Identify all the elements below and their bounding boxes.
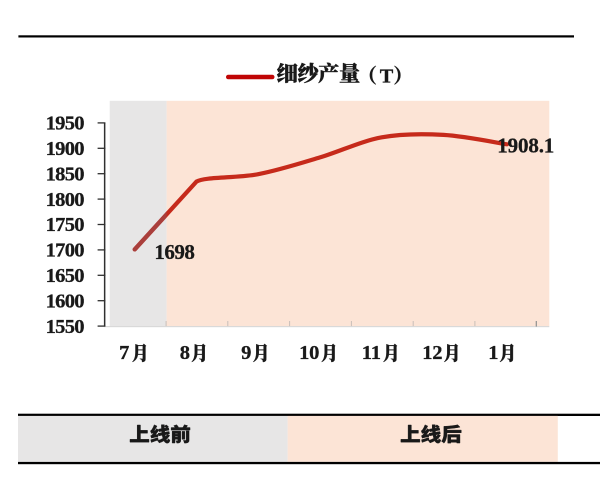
svg-text:1900: 1900 bbox=[46, 138, 85, 160]
svg-text:8: 8 bbox=[180, 342, 190, 364]
svg-text:1908.1: 1908.1 bbox=[497, 134, 554, 158]
svg-text:9: 9 bbox=[241, 342, 251, 364]
svg-text:1800: 1800 bbox=[46, 189, 85, 211]
svg-text:11: 11 bbox=[362, 342, 381, 364]
svg-text:T: T bbox=[380, 66, 394, 88]
svg-text:1950: 1950 bbox=[46, 113, 85, 135]
svg-text:1698: 1698 bbox=[154, 240, 194, 264]
svg-text:1550: 1550 bbox=[46, 316, 85, 338]
svg-text:10: 10 bbox=[299, 342, 319, 364]
svg-text:7: 7 bbox=[119, 342, 129, 364]
svg-text:1700: 1700 bbox=[46, 240, 85, 262]
svg-text:12: 12 bbox=[422, 342, 442, 364]
svg-text:1: 1 bbox=[488, 342, 498, 364]
svg-text:1600: 1600 bbox=[46, 290, 85, 312]
svg-text:1650: 1650 bbox=[46, 265, 85, 287]
svg-text:1850: 1850 bbox=[46, 163, 85, 185]
svg-text:1750: 1750 bbox=[46, 214, 85, 236]
